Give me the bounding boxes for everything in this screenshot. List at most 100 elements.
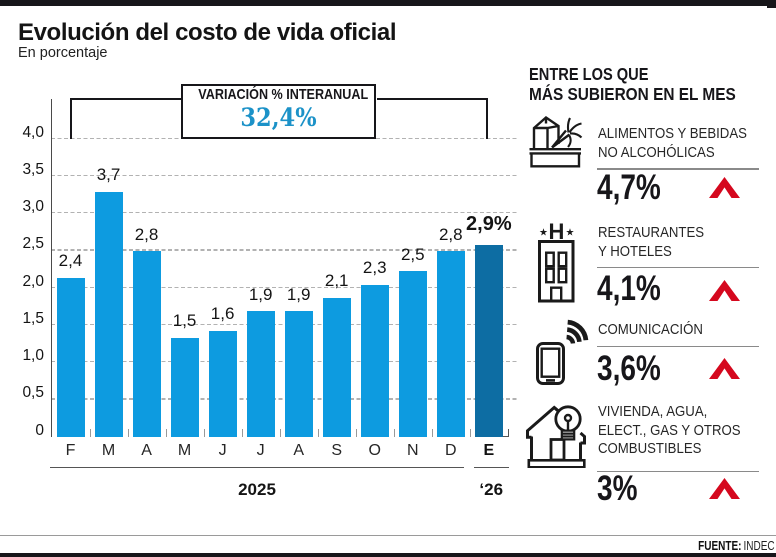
sidebar-heading: ENTRE LOS QUE MÁS SUBIERON EN EL MES xyxy=(529,64,764,104)
bar xyxy=(474,244,503,437)
gridline xyxy=(51,398,517,400)
bracket-top-left xyxy=(69,97,181,101)
bar xyxy=(322,297,351,437)
svg-text:★: ★ xyxy=(539,228,548,239)
x-axis-month-label: S xyxy=(331,441,343,459)
sidebar-item-value: 3% xyxy=(597,469,638,509)
sidebar-item-label-line: COMUNICACIÓN xyxy=(598,321,703,339)
sidebar-item-value: 3,6% xyxy=(597,348,661,388)
baseline-end-stub xyxy=(502,435,509,437)
up-arrow-icon xyxy=(708,358,740,379)
sidebar-item-label: COMUNICACIÓN xyxy=(598,321,703,340)
y-axis-tick-label: 0,5 xyxy=(22,384,44,402)
up-arrow-icon xyxy=(708,478,740,499)
bar-value-label: 2,1 xyxy=(324,271,349,291)
y-axis-tick-label: 2,0 xyxy=(22,272,44,290)
svg-text:★: ★ xyxy=(566,228,575,239)
x-axis-line-2025 xyxy=(50,466,464,468)
bar-value-label: 1,9 xyxy=(248,284,273,304)
bar-value-label: 1,5 xyxy=(172,311,197,331)
gridline xyxy=(51,249,517,251)
bar xyxy=(436,251,465,437)
bottom-rule xyxy=(0,553,776,557)
hotel-icon: H ★ ★ xyxy=(536,214,580,311)
sidebar-item-label: VIVIENDA, AGUA, ELECT., GAS Y OTROS COMBUS… xyxy=(598,403,741,460)
x-axis-month-label: O xyxy=(368,441,381,459)
sidebar-item-label: ALIMENTOS Y BEBIDAS NO ALCOHÓLICAS xyxy=(598,125,747,163)
x-axis-month-label: A xyxy=(141,441,152,459)
up-arrow-icon xyxy=(708,279,740,301)
gridline xyxy=(51,323,517,326)
bracket-right-drop xyxy=(485,97,489,139)
bar-value-label: 1,9 xyxy=(286,284,311,304)
footer-divider xyxy=(0,535,776,536)
x-axis-line-26 xyxy=(474,466,509,468)
sidebar-item-rule xyxy=(597,266,759,269)
phone-icon xyxy=(533,316,591,391)
bar xyxy=(170,337,199,437)
sidebar-heading-line2: MÁS SUBIERON EN EL MES xyxy=(529,84,736,104)
period-label-26: ‘26 xyxy=(479,480,504,499)
sidebar-item-label-line: NO ALCOHÓLICAS xyxy=(598,144,715,161)
gridline xyxy=(51,174,517,177)
x-axis-month-label: M xyxy=(101,441,116,459)
bar xyxy=(246,311,275,437)
x-axis-month-label: J xyxy=(256,441,265,459)
sidebar-item-value: 4,7% xyxy=(597,168,661,208)
bar xyxy=(132,251,161,437)
bracket-left-drop xyxy=(69,97,73,139)
bar xyxy=(56,277,85,437)
axis-gap-tick xyxy=(431,429,433,437)
axis-gap-tick xyxy=(89,429,91,437)
annotation-value: 32,4% xyxy=(240,103,317,132)
x-axis-month-label: N xyxy=(406,441,419,459)
bar-value-label: 1,6 xyxy=(210,304,235,324)
house-icon xyxy=(526,400,588,473)
y-axis-tick-label: 1,0 xyxy=(22,347,44,365)
sidebar-item-rule xyxy=(597,470,759,472)
y-axis-tick-label: 4,0 xyxy=(22,123,44,141)
sidebar-item-label: RESTAURANTES Y HOTELES xyxy=(598,224,704,262)
x-axis-month-label: A xyxy=(293,441,304,459)
source-credit: FUENTE: INDEC xyxy=(699,539,775,553)
axis-gap-tick xyxy=(393,429,395,437)
axis-gap-tick xyxy=(241,429,243,437)
bar-value-label: 2,5 xyxy=(400,244,425,264)
bar-value-label: 3,7 xyxy=(96,165,121,185)
x-axis-month-label: F xyxy=(65,441,76,459)
bar xyxy=(398,271,427,437)
top-rule xyxy=(0,0,776,6)
y-axis-tick-label: 3,0 xyxy=(22,198,44,216)
bar-value-label: 2,4 xyxy=(58,251,83,271)
bar xyxy=(94,191,123,437)
sidebar-item-label-line: RESTAURANTES xyxy=(598,223,705,241)
bar xyxy=(284,311,313,437)
gridline xyxy=(51,361,517,363)
page-title: Evolución del costo de vida oficial xyxy=(18,18,397,46)
sidebar-item-label-line: ALIMENTOS Y BEBIDAS xyxy=(598,125,747,143)
gridline xyxy=(51,286,517,288)
bar-value-label: 2,3 xyxy=(362,258,387,277)
y-axis-tick-label: 3,5 xyxy=(22,160,44,178)
y-axis-tick-label: 1,5 xyxy=(22,309,44,327)
svg-text:H: H xyxy=(549,219,565,244)
sidebar-heading-line1: ENTRE LOS QUE xyxy=(529,64,649,84)
x-axis-month-label: M xyxy=(177,441,192,459)
page-subtitle: En porcentaje xyxy=(18,44,108,61)
sidebar-item-label-line: ELECT., GAS Y OTROS xyxy=(598,421,741,439)
source-label: FUENTE: xyxy=(698,539,742,553)
x-axis-month-label: D xyxy=(445,441,457,459)
annotation-label: VARIACIÓN % INTERANUAL xyxy=(198,86,369,103)
sidebar-item-rule xyxy=(597,168,759,170)
sidebar-item-label-line: VIVIENDA, AGUA, xyxy=(598,402,708,420)
y-axis-line xyxy=(51,99,53,437)
period-label-2025: 2025 xyxy=(238,480,276,499)
sidebar-item-value: 4,1% xyxy=(597,268,661,308)
x-axis-month-label: E xyxy=(483,441,495,459)
sidebar-item-label-line: Y HOTELES xyxy=(598,242,672,260)
up-arrow-icon xyxy=(708,176,740,198)
axis-gap-tick xyxy=(203,429,205,437)
y-axis-tick-label: 0 xyxy=(35,421,44,439)
gridline xyxy=(51,212,517,214)
sidebar-item-rule xyxy=(597,346,759,348)
